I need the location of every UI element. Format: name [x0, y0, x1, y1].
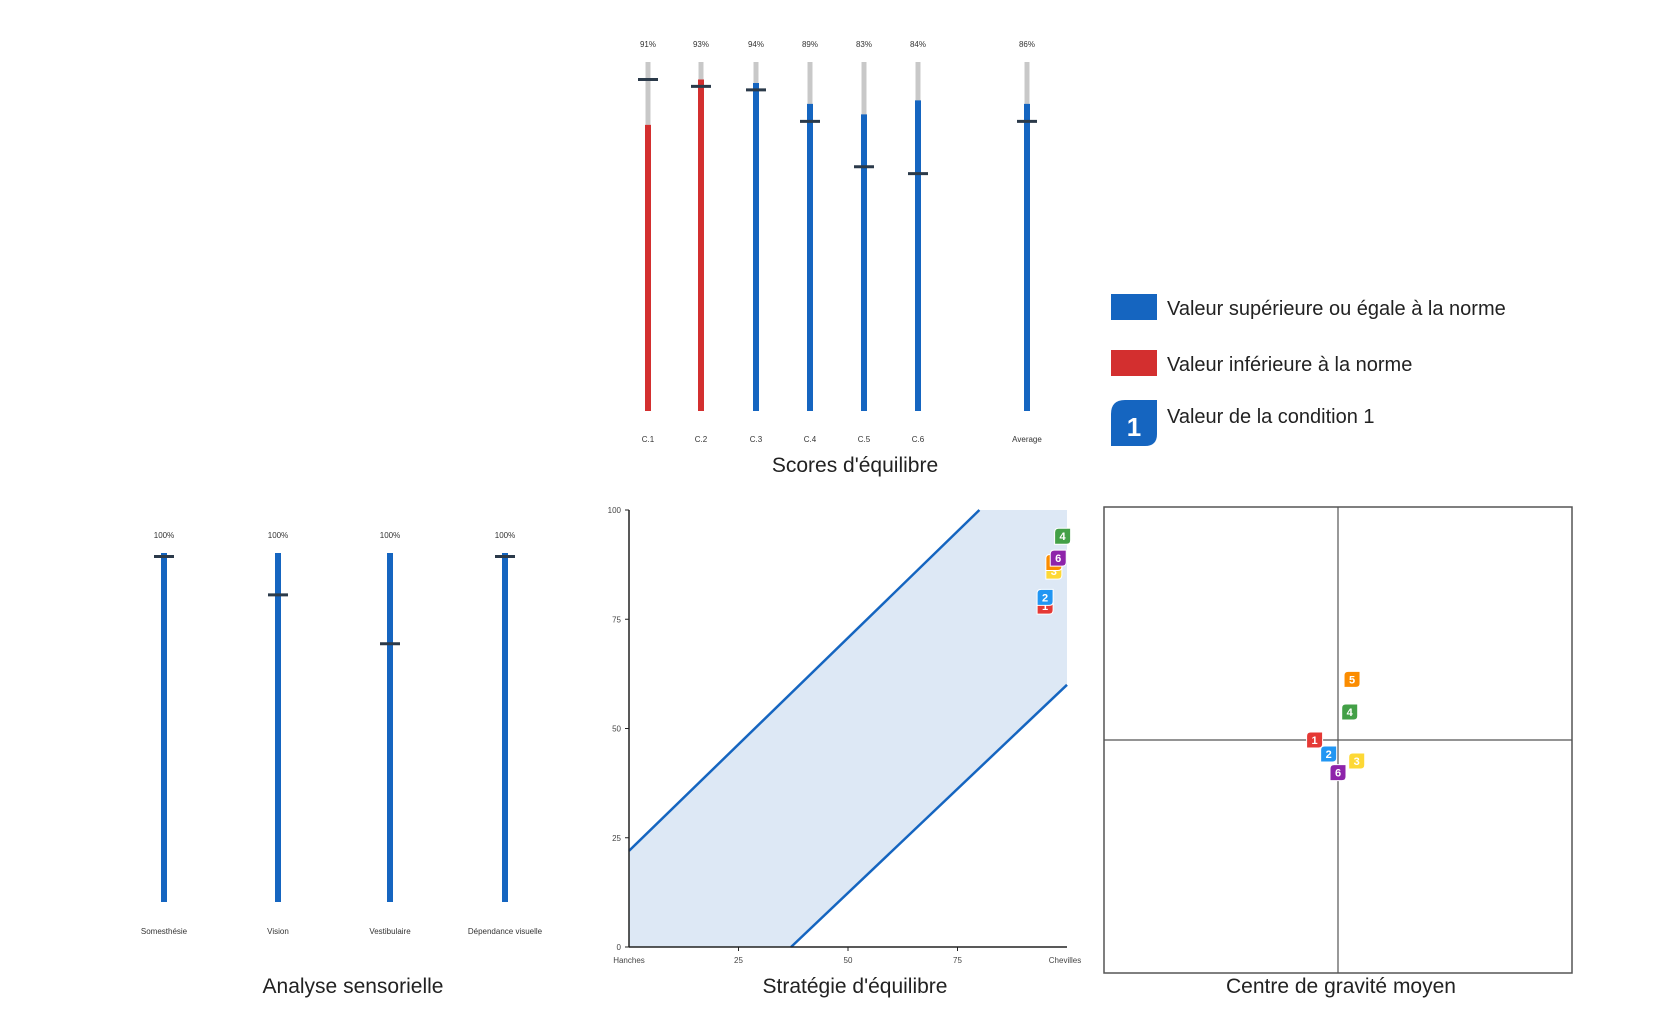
- legend-blue-square-icon: [1111, 294, 1157, 320]
- x-axis-label-right: Chevilles: [1049, 956, 1081, 965]
- condition-marker-2: 2: [1036, 588, 1054, 606]
- y-tick-label: 0: [617, 943, 622, 952]
- legend-label-above: Valeur supérieure ou égale à la norme: [1167, 298, 1506, 320]
- legend-condition-badge: 1: [1127, 412, 1141, 442]
- strategy-chart-title: Stratégie d'équilibre: [763, 975, 948, 998]
- condition-marker-5: 5: [1343, 670, 1361, 688]
- strategy-chart: 0255075100255075HanchesChevilles123456: [608, 506, 1082, 965]
- value-label: 93%: [693, 40, 709, 49]
- cog-chart: 12 3 4 5 6: [1103, 506, 1573, 974]
- x-tick-label: 25: [734, 956, 743, 965]
- value-label: 91%: [640, 40, 656, 49]
- condition-marker-4: 4: [1341, 703, 1359, 721]
- x-tick-label: 50: [844, 956, 853, 965]
- value-label: 100%: [268, 531, 288, 540]
- condition-marker-1: 1: [1306, 731, 1324, 749]
- category-label: C.4: [804, 435, 817, 444]
- condition-marker-label: 2: [1042, 592, 1048, 604]
- category-label: C.2: [695, 435, 708, 444]
- category-label: Vision: [267, 927, 289, 936]
- condition-marker-6: 6: [1049, 549, 1067, 567]
- condition-marker-label: 4: [1347, 707, 1354, 719]
- legend-label-below: Valeur inférieure à la norme: [1167, 354, 1412, 376]
- category-label: C.3: [750, 435, 763, 444]
- y-tick-label: 75: [612, 615, 621, 624]
- condition-marker-2: 2: [1320, 745, 1338, 763]
- category-label: Somesthésie: [141, 927, 188, 936]
- condition-marker-label: 1: [1312, 735, 1318, 747]
- legend-label-condition: Valeur de la condition 1: [1167, 406, 1375, 428]
- category-label: Vestibulaire: [369, 927, 411, 936]
- x-tick-label: 75: [953, 956, 962, 965]
- sensory-chart-title: Analyse sensorielle: [263, 975, 444, 998]
- condition-marker-label: 3: [1051, 566, 1057, 578]
- sensory-chart: 100% Somesthésie 100% Vision 100% Vestibulair…: [141, 531, 543, 936]
- value-label: 100%: [380, 531, 400, 540]
- condition-marker-label: 3: [1354, 756, 1360, 768]
- condition-marker-label: 5: [1349, 674, 1355, 686]
- norm-band: [629, 510, 1067, 947]
- legend: Valeur supérieure ou égale à la norme Va…: [1111, 294, 1506, 446]
- condition-marker-label: 1: [1042, 601, 1048, 613]
- x-axis-label-left: Hanches: [613, 956, 645, 965]
- band-lower-line: [790, 683, 1068, 948]
- category-label: Dépendance visuelle: [468, 927, 543, 936]
- category-label: Average: [1012, 435, 1042, 444]
- condition-marker-label: 2: [1326, 749, 1332, 761]
- condition-marker-label: 6: [1335, 768, 1341, 780]
- category-label: C.6: [912, 435, 925, 444]
- category-label: C.1: [642, 435, 655, 444]
- value-label: 83%: [856, 40, 872, 49]
- legend-red-square-icon: [1111, 350, 1157, 376]
- category-label: C.5: [858, 435, 871, 444]
- condition-marker-6: 6: [1329, 764, 1347, 782]
- condition-marker-label: 6: [1055, 553, 1061, 565]
- condition-marker-label: 4: [1060, 531, 1067, 543]
- value-label: 100%: [154, 531, 174, 540]
- value-label: 89%: [802, 40, 818, 49]
- condition-marker-4: 4: [1054, 527, 1072, 545]
- value-label: 94%: [748, 40, 764, 49]
- band-upper-line: [628, 509, 981, 852]
- condition-marker-3: 3: [1348, 752, 1366, 770]
- legend-condition-marker-icon: 1: [1111, 400, 1157, 446]
- y-tick-label: 25: [612, 834, 621, 843]
- value-label: 100%: [495, 531, 515, 540]
- y-tick-label: 100: [608, 506, 622, 515]
- scores-chart: 91% C.1 93% C.2 94% C.3 89% C.4 83% C.5 84% C.6 86% A…: [638, 40, 1042, 444]
- value-label: 84%: [910, 40, 926, 49]
- y-tick-label: 50: [612, 725, 621, 734]
- value-label: 86%: [1019, 40, 1035, 49]
- cog-chart-title: Centre de gravité moyen: [1226, 975, 1456, 998]
- scores-chart-title: Scores d'équilibre: [772, 454, 938, 477]
